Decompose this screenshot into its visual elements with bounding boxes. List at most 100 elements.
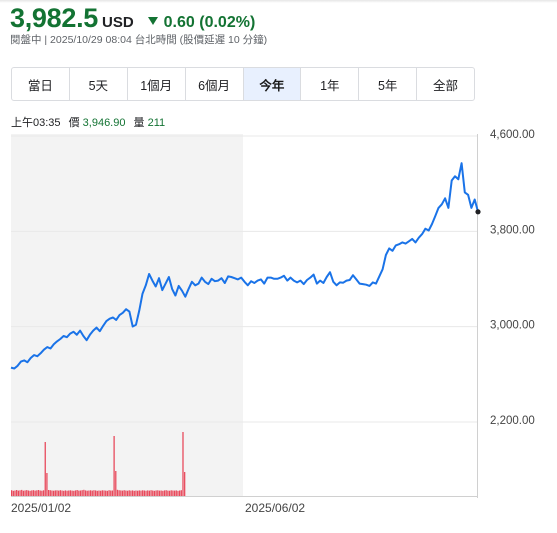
tab-range-6[interactable]: 5年	[359, 68, 418, 100]
volume-bar-51	[96, 490, 98, 496]
volume-bar-84	[152, 490, 154, 496]
volume-bar-66	[121, 490, 124, 496]
volume-bar-32	[64, 490, 67, 496]
volume-bar-88	[158, 490, 161, 496]
tab-range-5[interactable]: 1年	[301, 68, 360, 100]
volume-bar-23	[49, 490, 51, 496]
price-line	[10, 162, 479, 370]
volume-bar-6	[21, 489, 23, 496]
volume-bar-101	[180, 490, 182, 496]
hover-price: 3,946.90	[82, 117, 126, 129]
volume-bar-5	[19, 490, 21, 496]
volume-bar-74	[135, 490, 137, 496]
volume-bar-69	[126, 490, 129, 496]
volume-bar-96	[172, 490, 174, 496]
volume-bar-73	[133, 490, 135, 496]
volume-bar-92	[165, 490, 167, 496]
volume-bar-27	[56, 490, 58, 496]
volume-bar-10	[27, 490, 30, 496]
volume-bar-68	[125, 490, 127, 496]
volume-bar-97	[173, 490, 176, 496]
tab-range-7[interactable]: 全部	[433, 78, 459, 93]
market-status: 閱盤中 | 2025/10/29 08:04 台北時間 (股價延遲 10 分鐘)	[10, 34, 268, 46]
volume-bar-83	[150, 490, 152, 496]
top-shadow	[0, 0, 557, 3]
volume-bar-58	[108, 490, 110, 496]
volume-bar-71	[130, 490, 132, 496]
volume-bar-85	[153, 490, 156, 496]
y-tick-label-3: 2,200.00	[490, 415, 535, 427]
y-tick-label-2: 3,000.00	[490, 320, 535, 332]
volume-bar-1	[12, 490, 14, 496]
tab-range-4[interactable]: 今年	[243, 68, 302, 100]
volume-bar-25	[53, 490, 55, 496]
volume-bar-36	[71, 490, 73, 496]
volume-bar-42	[81, 490, 83, 496]
volume-bar-14	[34, 490, 36, 496]
y-tick-label-0: 4,600.00	[490, 129, 535, 141]
volume-bar-82	[148, 490, 151, 496]
volume-bar-34	[68, 490, 70, 496]
volume-bar-80	[145, 490, 147, 496]
volume-bar-81	[147, 490, 149, 496]
volume-bar-54	[101, 490, 103, 496]
volume-bar-77	[140, 490, 142, 496]
volume-bar-65	[120, 490, 122, 496]
volume-bar-86	[155, 490, 157, 496]
currency-label: USD	[101, 14, 134, 31]
range-tabs: 當日 5天 1個月 6個月 今年 1年 5年 全部	[11, 67, 475, 101]
tab-range-2[interactable]: 1個月	[128, 68, 186, 100]
hover-price-label: 價	[68, 117, 80, 129]
volume-bar-24	[51, 490, 53, 496]
volume-bar-16	[37, 490, 40, 496]
current-price: 3,982.5	[10, 3, 98, 33]
volume-bar-22	[47, 490, 50, 496]
volume-bar-98	[175, 490, 177, 496]
volume-bar-99	[177, 490, 179, 496]
volume-bar-64	[118, 490, 120, 496]
volume-bar-41	[79, 490, 82, 496]
hover-volume: 211	[147, 117, 166, 129]
volume-bar-17	[39, 490, 41, 496]
price-change: 0.60 (0.02%)	[147, 14, 255, 32]
volume-bar-62	[115, 471, 117, 496]
volume-bar-79	[143, 490, 145, 496]
volume-bar-89	[160, 490, 162, 496]
volume-bar-38	[74, 490, 77, 496]
tab-range-1[interactable]: 5天	[70, 68, 128, 100]
volume-bar-8	[24, 490, 26, 496]
volume-bar-26	[54, 490, 56, 496]
volume-bar-60	[111, 490, 114, 496]
volume-bar-52	[98, 490, 100, 496]
x-tick-label-0: 2025/01/02	[11, 501, 71, 515]
volume-bar-7	[22, 490, 25, 496]
volume-bar-87	[157, 490, 159, 496]
tab-range-0[interactable]: 當日	[12, 68, 70, 100]
volume-bar-67	[123, 490, 125, 496]
volume-bar-2	[14, 490, 16, 496]
volume-bar-47	[89, 490, 92, 496]
volume-bar-78	[142, 490, 144, 496]
volume-bar-30	[61, 490, 63, 496]
volume-bar-91	[163, 490, 166, 496]
hover-info: 上午03:35 價 3,946.90 量 211	[11, 114, 165, 130]
volume-bar-3	[16, 490, 18, 496]
volume-bar-39	[76, 490, 78, 496]
volume-bar-90	[162, 490, 164, 496]
volume-bar-31	[63, 490, 65, 496]
last-price-dot	[475, 209, 481, 215]
volume-bar-95	[170, 490, 172, 496]
volume-bar-33	[66, 490, 68, 496]
volume-bar-76	[138, 490, 140, 496]
volume-bar-21	[46, 473, 48, 496]
volume-bar-59	[110, 490, 112, 496]
down-arrow-icon	[147, 17, 158, 25]
y-tick-label-1: 3,800.00	[490, 224, 535, 236]
volume-bar-57	[106, 490, 109, 496]
volume-bar-9	[26, 490, 28, 496]
volume-bar-70	[128, 490, 130, 496]
volume-bar-29	[59, 490, 61, 496]
tab-range-3[interactable]: 6個月	[186, 68, 244, 100]
volume-bar-72	[131, 490, 134, 496]
